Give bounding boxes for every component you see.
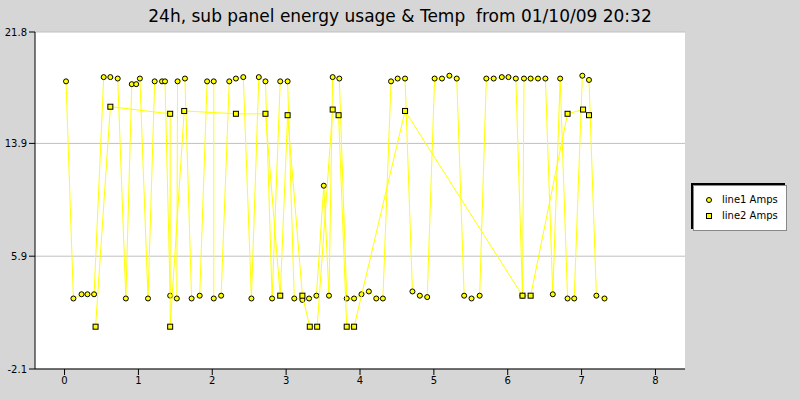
html-text:line1 Amps: line1 Amps (722, 194, 778, 205)
svg-text:0: 0 (61, 375, 67, 386)
svg-text:5.9: 5.9 (11, 251, 27, 262)
svg-text:7: 7 (578, 375, 584, 386)
svg-text:4: 4 (357, 375, 363, 386)
svg-text:8: 8 (652, 375, 658, 386)
svg-text:2: 2 (209, 375, 215, 386)
svg-text:-2.1: -2.1 (8, 364, 27, 375)
html-text:24h, sub panel energy usage &: 24h, sub panel energy usage & Temp from … (148, 6, 652, 26)
svg-text:1: 1 (135, 375, 141, 386)
svg-text:5: 5 (431, 375, 437, 386)
svg-text:13.9: 13.9 (8, 138, 27, 149)
svg-text:6: 6 (505, 375, 511, 386)
html-text:line2 Amps: line2 Amps (722, 210, 778, 221)
svg-text:3: 3 (283, 375, 289, 386)
svg-text:21.8: 21.8 (8, 27, 27, 38)
